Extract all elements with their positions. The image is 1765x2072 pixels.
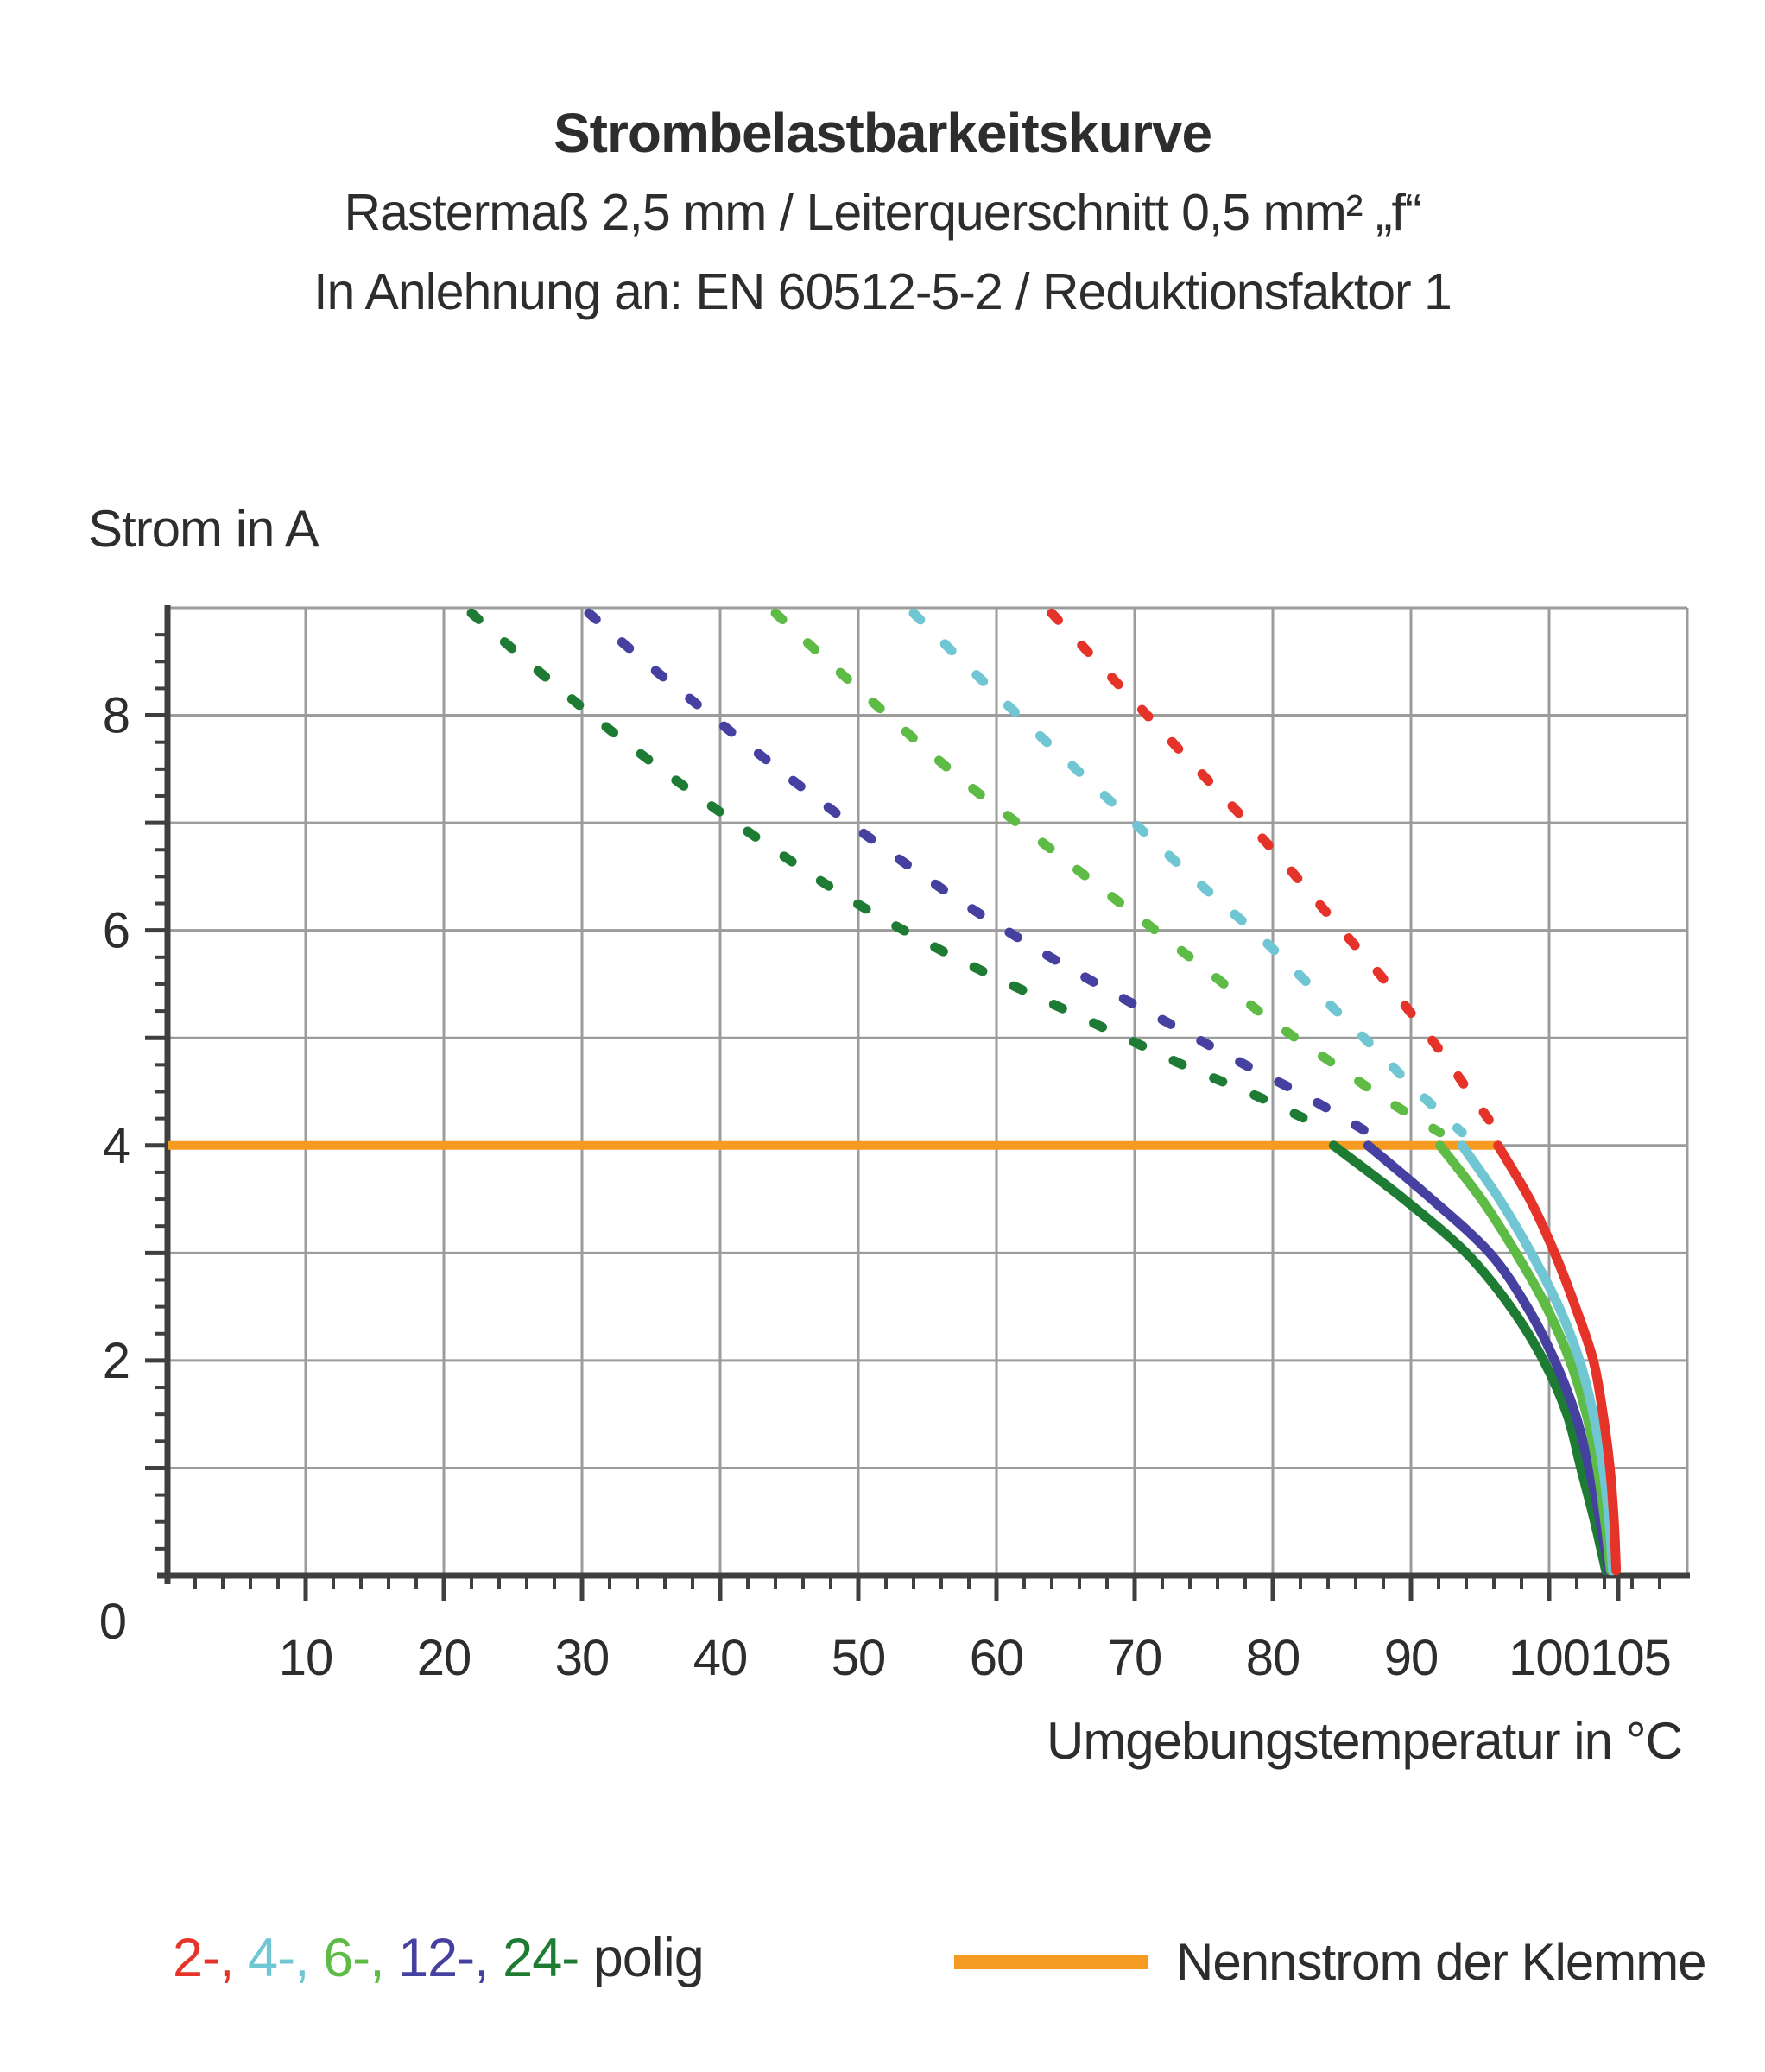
curve-12-polig-solid bbox=[1363, 1140, 1614, 1576]
curve-2-polig-dashed bbox=[1047, 608, 1503, 1138]
origin-tick-label: 0 bbox=[99, 1594, 126, 1650]
curve-12-polig-dashed bbox=[584, 608, 1373, 1138]
legend-pole-item: 2-, bbox=[173, 1928, 249, 1988]
y-tick-label: 2 bbox=[103, 1333, 130, 1389]
legend-pole-counts: 2-, 4-, 6-, 12-, 24- polig bbox=[173, 1927, 705, 1989]
curve-4-polig-dashed bbox=[908, 608, 1467, 1138]
y-tick-label: 6 bbox=[103, 903, 130, 959]
x-tick-label: 100 bbox=[1509, 1630, 1590, 1686]
x-tick-label: 70 bbox=[1108, 1630, 1162, 1686]
x-tick-label: 105 bbox=[1590, 1630, 1671, 1686]
chart-subtitle-2: In Anlehnung an: EN 60512-5-2 / Reduktio… bbox=[313, 263, 1452, 320]
y-tick-label: 4 bbox=[103, 1118, 130, 1174]
curve-6-polig-solid bbox=[1435, 1140, 1616, 1576]
legend-pole-item: 12-, bbox=[398, 1928, 503, 1988]
legend-pole-suffix: polig bbox=[592, 1928, 705, 1988]
curve-6-polig-dashed bbox=[770, 608, 1446, 1138]
curve-24-polig-solid bbox=[1328, 1140, 1611, 1576]
curve-24-polig-dashed bbox=[466, 608, 1338, 1138]
nominal-current-line-swatch bbox=[954, 1954, 1148, 1969]
curve-2-polig-solid bbox=[1493, 1140, 1622, 1576]
title-block: Strombelastbarkeitskurve Rastermaß 2,5 m… bbox=[0, 93, 1765, 332]
x-tick-label: 10 bbox=[279, 1630, 333, 1686]
legend-pole-item: 4-, bbox=[248, 1928, 324, 1988]
x-tick-label: 20 bbox=[417, 1630, 471, 1686]
legend-pole-item: 24- bbox=[503, 1928, 593, 1988]
x-tick-label: 90 bbox=[1384, 1630, 1439, 1686]
nominal-current-label: Nennstrom der Klemme bbox=[1176, 1932, 1707, 1991]
x-axis-title: Umgebungstemperatur in °C bbox=[1046, 1712, 1683, 1770]
y-tick-label: 8 bbox=[103, 688, 130, 744]
x-tick-label: 40 bbox=[693, 1630, 748, 1686]
legend-nominal-current: Nennstrom der Klemme bbox=[954, 1927, 1707, 1996]
x-tick-label: 60 bbox=[970, 1630, 1024, 1686]
curve-4-polig-solid bbox=[1457, 1140, 1618, 1576]
chart-subtitle-1: Rastermaß 2,5 mm / Leiterquerschnitt 0,5… bbox=[344, 184, 1421, 241]
x-tick-label: 80 bbox=[1246, 1630, 1300, 1686]
legend-pole-item: 6-, bbox=[323, 1928, 399, 1988]
x-tick-label: 30 bbox=[555, 1630, 610, 1686]
x-tick-label: 50 bbox=[832, 1630, 886, 1686]
chart-title: Strombelastbarkeitskurve bbox=[553, 102, 1212, 164]
y-axis-title: Strom in A bbox=[88, 500, 319, 558]
